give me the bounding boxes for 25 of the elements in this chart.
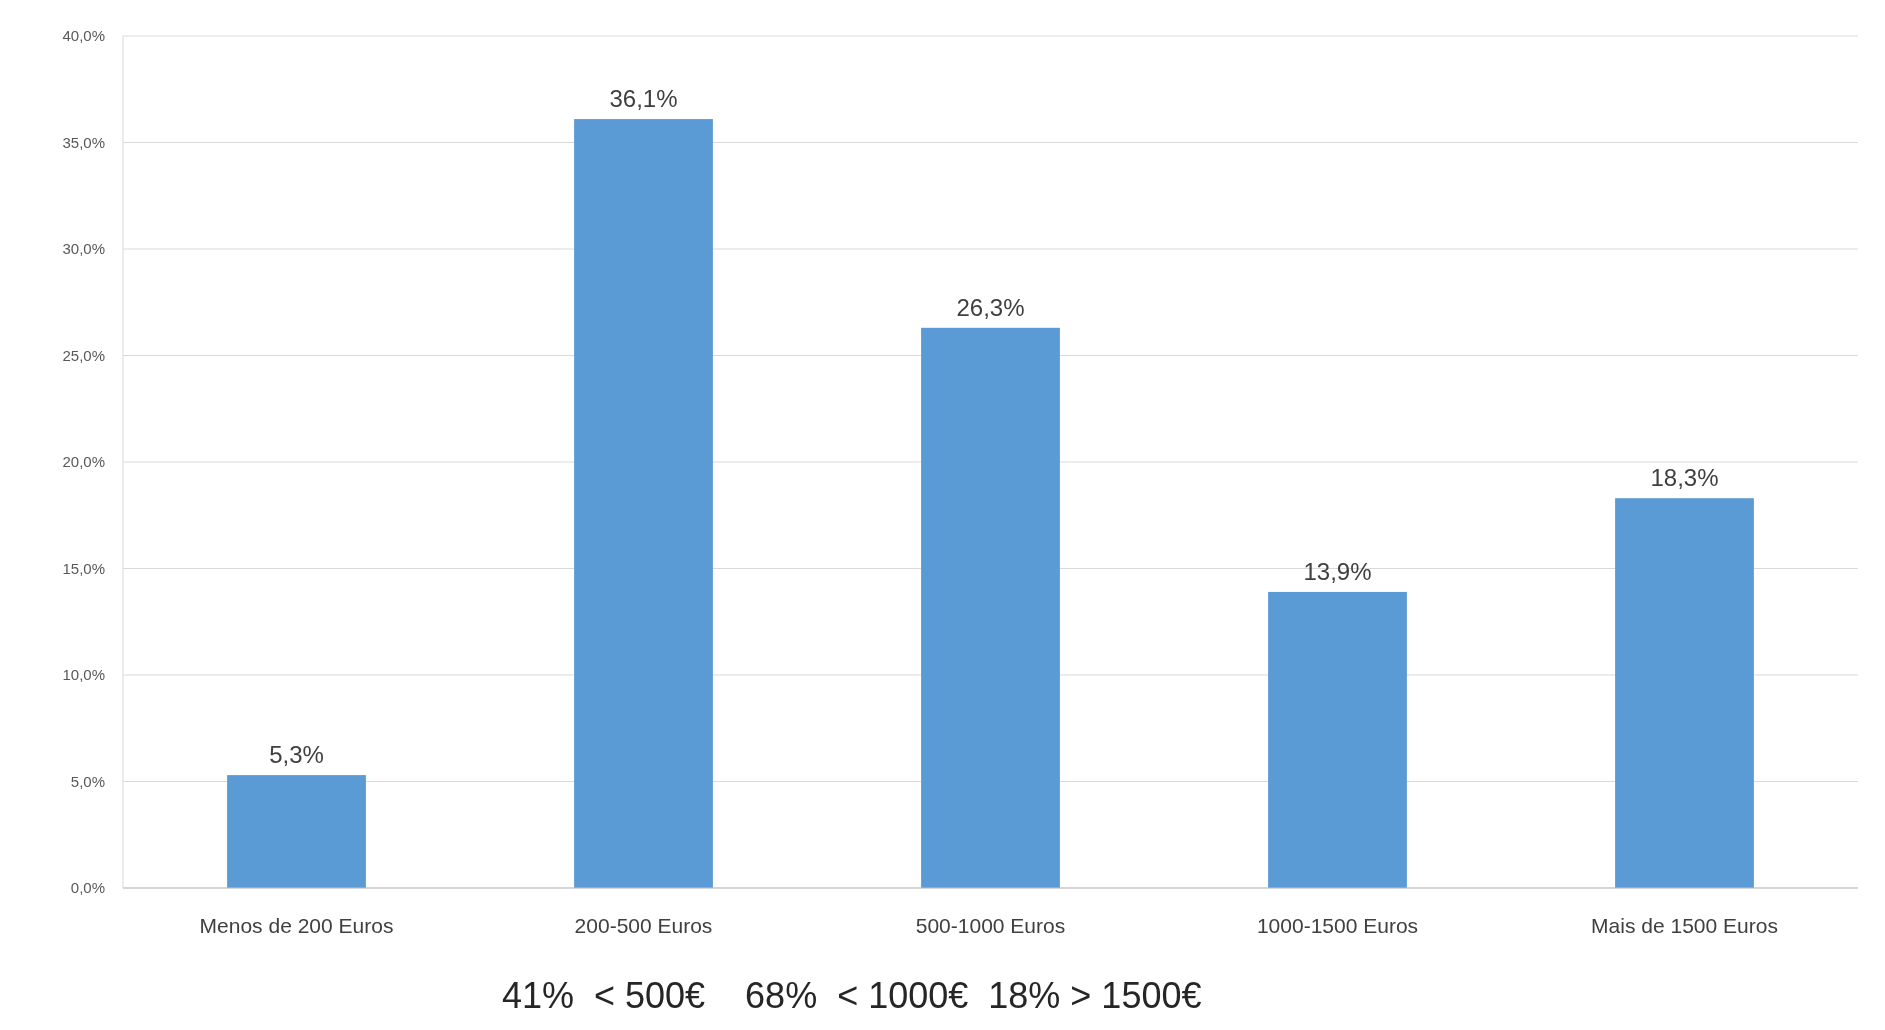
x-tick-label: Mais de 1500 Euros [1591,914,1778,937]
y-tick-label: 0,0% [70,879,105,897]
x-tick-label: 1000-1500 Euros [1256,914,1419,937]
y-tick-label: 10,0% [62,666,105,684]
x-tick-label: Menos de 200 Euros [199,914,394,937]
y-tick-label: 40,0% [62,27,105,45]
y-tick-label: 20,0% [62,453,105,471]
x-tick-label: 500-1000 Euros [915,914,1066,937]
data-label: 36,1% [609,85,678,113]
bar [1615,498,1754,888]
data-label: 13,9% [1303,557,1372,585]
y-tick-label: 5,0% [70,772,105,790]
y-tick-label: 15,0% [62,559,105,577]
bar [921,327,1060,888]
y-tick-label: 30,0% [62,240,105,258]
bar [227,775,366,888]
x-tick-label: 200-500 Euros [574,914,713,937]
data-label: 18,3% [1650,464,1719,492]
data-label: 5,3% [269,741,324,769]
text: 41% < 500€ 68% < 1000€ 18% > 1500€ [501,975,1202,1016]
bar [1268,591,1407,888]
bar [574,119,713,888]
y-tick-label: 25,0% [62,346,105,364]
y-tick-label: 35,0% [62,133,105,151]
data-label: 26,3% [956,293,1025,321]
